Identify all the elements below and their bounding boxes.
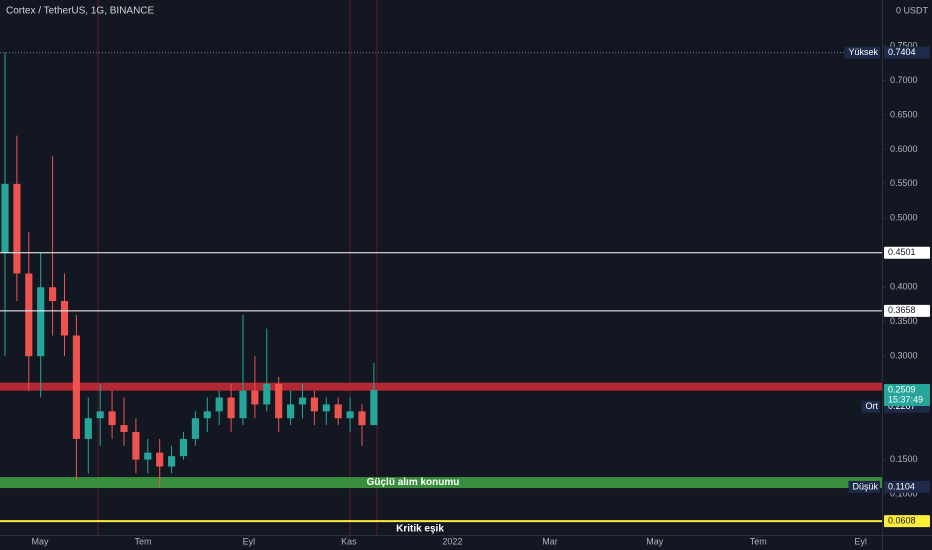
y-tick-label: 0.5500 <box>890 178 918 188</box>
x-tick-label: May <box>646 536 664 546</box>
stat-badge <box>884 480 930 493</box>
stat-name-badge <box>848 480 880 493</box>
candle-body <box>239 390 247 419</box>
candle-body <box>263 383 271 405</box>
candle-body <box>49 287 57 302</box>
candle-body <box>168 456 176 467</box>
candle-body <box>144 452 152 460</box>
candle-body <box>132 432 140 460</box>
y-tick-label: 0.7500 <box>890 40 918 50</box>
x-tick-label: Tem <box>750 536 767 546</box>
candle-body <box>298 397 307 405</box>
candle-body <box>13 183 21 274</box>
countdown: 15:37:49 <box>888 394 923 404</box>
candle-body <box>215 397 223 412</box>
candle-body <box>334 404 342 419</box>
x-tick-label: May <box>31 536 49 546</box>
stat-value: 0.2267 <box>888 401 916 411</box>
last-price: 0.2509 <box>888 384 916 394</box>
candle-body <box>108 411 116 426</box>
y-tick-label: 0.6000 <box>890 144 918 154</box>
candle-body <box>275 383 283 419</box>
zone-label: Güçlü alım konumu <box>367 477 460 488</box>
x-tick-label: Mar <box>542 536 558 546</box>
level-note: Kritik eşik <box>396 524 444 535</box>
candle-body <box>84 418 92 439</box>
stat-name-badge <box>844 46 880 59</box>
x-tick-label: Eyl <box>854 536 867 546</box>
stat-badge <box>884 46 930 59</box>
candle-body <box>25 273 33 357</box>
candle-body <box>346 411 354 419</box>
level-badge <box>884 246 930 259</box>
candle-body <box>322 404 330 412</box>
y-tick-label: 0.1000 <box>890 488 918 498</box>
candle-body <box>179 438 188 457</box>
x-tick-label: 2022 <box>442 536 462 546</box>
candle-body <box>310 397 318 412</box>
level-value: 0.3658 <box>888 305 916 315</box>
x-tick-label: Kas <box>341 536 357 546</box>
stat-name: Düşük <box>852 481 878 491</box>
stat-value: 0.7404 <box>888 47 916 57</box>
level-value: 0.0608 <box>888 515 916 525</box>
y-tick-label: 0.7000 <box>890 75 918 85</box>
candle-body <box>191 418 199 439</box>
candle-body <box>251 390 259 405</box>
candle-body <box>227 397 235 419</box>
last-price-badge <box>884 384 930 407</box>
candle-body <box>156 452 164 467</box>
y-tick-label: 0.3000 <box>890 351 918 361</box>
zone <box>0 382 882 391</box>
stat-name: Ort <box>866 401 879 411</box>
currency: 0 USDT <box>896 5 929 15</box>
x-tick-label: Tem <box>135 536 152 546</box>
candle-body <box>1 183 9 253</box>
stat-value: 0.1104 <box>888 481 915 491</box>
chart-title: Cortex / TetherUS, 1G, BINANCE <box>6 6 155 17</box>
level-badge <box>884 304 930 317</box>
y-tick-label: 0.6500 <box>890 109 918 119</box>
candle-body <box>370 390 378 426</box>
y-tick-label: 0.3500 <box>890 316 918 326</box>
candle-body <box>60 301 69 336</box>
plot <box>0 52 882 489</box>
level-badge <box>884 515 930 528</box>
stat-name-badge <box>861 400 880 413</box>
x-tick-label: Eyl <box>243 536 256 546</box>
candle-body <box>96 411 104 419</box>
candle-body <box>37 287 45 357</box>
y-tick-label: 0.4000 <box>890 282 918 292</box>
candle-body <box>203 411 211 419</box>
candle-body <box>72 335 80 439</box>
y-tick-label: 0.5000 <box>890 213 918 223</box>
stat-name: Yüksek <box>848 47 878 57</box>
level-value: 0.4501 <box>888 247 916 257</box>
y-tick-label: 0.1500 <box>890 454 918 464</box>
candle-body <box>358 411 366 426</box>
candle-body <box>287 404 295 419</box>
candle-body <box>120 425 128 433</box>
zone <box>0 477 882 489</box>
